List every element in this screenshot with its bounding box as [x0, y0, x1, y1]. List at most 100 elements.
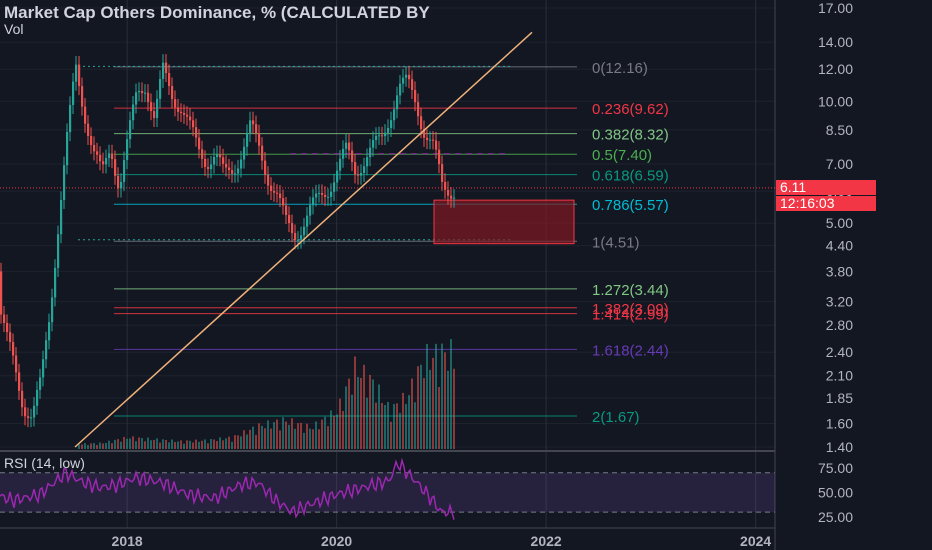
- volume-bar: [441, 343, 443, 449]
- volume-bar: [117, 439, 119, 449]
- candle: [357, 174, 360, 176]
- volume-bar: [120, 441, 122, 449]
- volume-bar: [351, 394, 353, 449]
- rsi-tick-label: 75.00: [818, 460, 853, 476]
- volume-bar: [216, 441, 218, 449]
- candle: [60, 199, 63, 235]
- target-zone: [433, 199, 575, 245]
- candle: [351, 150, 354, 163]
- candle: [330, 191, 333, 197]
- candle: [300, 235, 303, 240]
- candle: [387, 127, 390, 133]
- volume-bar: [180, 440, 182, 449]
- candle: [267, 174, 270, 186]
- volume-bar: [381, 402, 383, 449]
- volume-bar: [90, 443, 92, 449]
- volume-bar: [159, 442, 161, 449]
- candle: [282, 198, 285, 206]
- fib-label-1-382: 1.382(3.09): [592, 301, 669, 318]
- candle: [117, 175, 120, 189]
- x-tick-label: 2022: [531, 533, 562, 549]
- candle: [294, 233, 297, 241]
- candle: [279, 193, 282, 199]
- volume-bar: [219, 437, 221, 449]
- volume-bar: [177, 441, 179, 449]
- volume-bar: [240, 436, 242, 449]
- volume-bar: [255, 434, 257, 449]
- candle: [108, 153, 111, 159]
- candle: [24, 407, 27, 417]
- candle: [375, 135, 378, 140]
- candle: [399, 83, 402, 96]
- candle: [450, 195, 453, 199]
- volume-bar: [306, 423, 308, 449]
- candle: [372, 139, 375, 148]
- candle: [150, 102, 153, 112]
- volume-bar: [168, 442, 170, 449]
- y-tick-label: 7.00: [826, 156, 853, 172]
- volume-bar: [333, 415, 335, 449]
- candle: [18, 372, 21, 391]
- candle: [213, 157, 216, 165]
- fib-label-1-618: 1.618(2.44): [592, 342, 669, 359]
- y-tick-label: 3.20: [826, 294, 853, 310]
- candle: [381, 135, 384, 137]
- candle: [99, 154, 102, 162]
- candle: [363, 166, 366, 173]
- volume-bar: [84, 443, 86, 449]
- candle: [165, 62, 168, 74]
- volume-bar: [408, 395, 410, 449]
- volume-bar: [378, 384, 380, 449]
- candle: [63, 165, 66, 200]
- candle: [36, 389, 39, 406]
- candle: [141, 90, 144, 94]
- volume-bar: [330, 410, 332, 449]
- candle: [426, 137, 429, 141]
- candle: [45, 340, 48, 360]
- candle: [114, 159, 117, 176]
- volume-bar: [363, 364, 365, 449]
- candle: [393, 109, 396, 121]
- candle: [420, 116, 423, 130]
- y-tick-label: 2.40: [826, 344, 853, 360]
- x-tick-label: 2018: [112, 533, 143, 549]
- candle: [129, 120, 132, 140]
- candle: [135, 92, 138, 105]
- countdown-tag: 12:16:03: [776, 196, 876, 211]
- rsi-line: [0, 457, 455, 520]
- rsi-tick-label: 25.00: [818, 509, 853, 525]
- volume-bar: [102, 443, 104, 449]
- candle: [264, 160, 267, 175]
- x-tick-label: 2024: [740, 533, 771, 549]
- volume-bar: [405, 403, 407, 449]
- volume-bar: [354, 356, 356, 449]
- candle: [429, 139, 432, 141]
- candle: [327, 196, 330, 198]
- candle: [3, 314, 6, 323]
- y-tick-label: 17.00: [818, 0, 853, 16]
- candle: [147, 92, 150, 103]
- candle: [237, 168, 240, 174]
- candle: [258, 133, 261, 146]
- candle: [228, 167, 231, 171]
- y-tick-label: 1.40: [826, 439, 853, 455]
- candle: [444, 181, 447, 190]
- volume-bar: [282, 417, 284, 449]
- candle: [39, 377, 42, 390]
- volume-label: Vol: [4, 21, 24, 37]
- volume-bar: [432, 357, 434, 449]
- volume-bar: [399, 412, 401, 449]
- candle: [186, 114, 189, 117]
- volume-bar: [309, 428, 311, 449]
- candle: [390, 120, 393, 128]
- volume-bar: [447, 370, 449, 449]
- candle: [30, 417, 33, 419]
- volume-bar: [153, 439, 155, 449]
- candle: [180, 111, 183, 114]
- fib-label-0-5: 0.5(7.40): [592, 147, 652, 164]
- fib-label-0-618: 0.618(6.59): [592, 168, 669, 185]
- candle: [246, 132, 249, 147]
- volume-bar: [423, 378, 425, 449]
